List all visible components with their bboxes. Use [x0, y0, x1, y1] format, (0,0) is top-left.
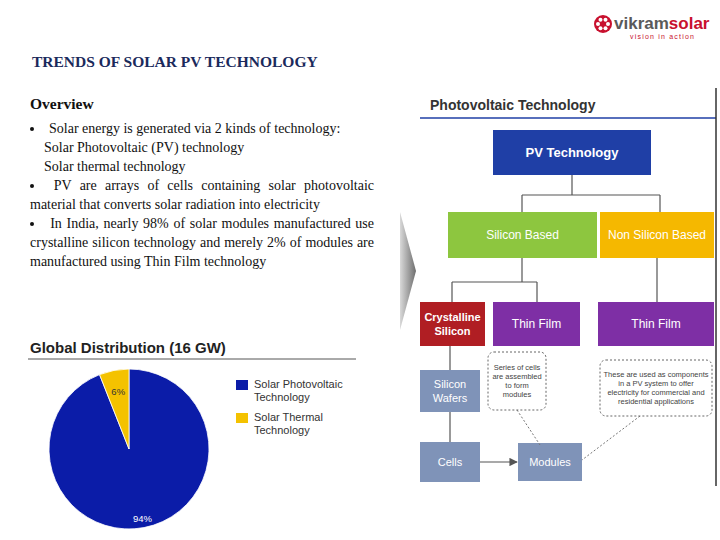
diagram-title: Photovoltaic Technology — [430, 97, 595, 113]
connector-arrow — [480, 461, 517, 462]
note-text: These are used as components in a PV sys… — [600, 360, 712, 416]
diagram-node-box — [518, 443, 582, 481]
note-box — [600, 360, 712, 416]
pie: 94% 6% — [49, 369, 209, 529]
logo-brand: vikram — [614, 14, 669, 33]
logo-petal — [604, 18, 608, 22]
overview-bullet: Solar energy is generated via 2 kinds of… — [30, 119, 374, 176]
legend-swatch — [236, 380, 248, 390]
overview-list: Solar energy is generated via 2 kinds of… — [30, 119, 374, 271]
logo-petal — [606, 22, 610, 26]
bullet-text: PV are arrays of cells containing solar … — [30, 178, 374, 212]
logo-icon — [594, 15, 612, 33]
connector — [521, 258, 522, 282]
diagram-node-box — [420, 370, 480, 412]
diagram-node-label: Crystalline Silicon — [420, 302, 485, 346]
connector — [449, 412, 450, 442]
diagram-node-label: PV Technology — [493, 130, 651, 175]
diagram-node-box — [493, 130, 651, 175]
panel-border — [715, 88, 717, 486]
note-connector — [517, 410, 540, 445]
data-label: 6% — [111, 386, 125, 397]
logo-text: vikramsolar — [614, 14, 709, 34]
chart-title-rule — [28, 359, 356, 360]
diagram-node-box — [448, 212, 597, 258]
connector — [449, 346, 450, 370]
note-text: Series of cells are assembled to form mo… — [488, 352, 546, 410]
diagram-node-label: Thin Film — [598, 302, 714, 346]
overview-bullet: In India, nearly 98% of solar modules ma… — [30, 214, 374, 271]
bullet-subitem: Solar thermal technology — [30, 157, 374, 176]
note-box — [488, 352, 546, 410]
divider-chevron — [400, 212, 416, 330]
connector — [521, 195, 522, 212]
bullet-subitem: Solar Photovoltaic (PV) technology — [30, 138, 374, 157]
logo-brand-accent: solar — [669, 14, 710, 33]
diagram-title-rule — [420, 117, 716, 119]
diagram-node-label: Silicon Based — [448, 212, 597, 258]
note-connector — [582, 416, 640, 460]
bullet-text: In India, nearly 98% of solar modules ma… — [30, 216, 374, 269]
connector — [522, 194, 660, 195]
slide-title: TRENDS OF SOLAR PV TECHNOLOGY — [32, 53, 318, 71]
diagram-node-box — [420, 442, 480, 482]
pie-slice — [49, 369, 209, 529]
canvas-svg: 94% 6% — [0, 0, 720, 540]
chart-title: Global Distribution (16 GW) — [30, 339, 226, 356]
logo-petal — [596, 22, 600, 26]
bullet-text: Solar energy is generated via 2 kinds of… — [49, 121, 340, 136]
legend-entry: Solar Thermal Technology — [254, 411, 366, 437]
logo-petal — [604, 26, 608, 30]
pie-slice — [100, 369, 129, 449]
diagram-node-box — [598, 302, 714, 346]
overview-heading: Overview — [30, 95, 94, 113]
connector — [571, 175, 572, 195]
legend-swatch — [236, 413, 248, 423]
diagram-node-label: Silicon Wafers — [420, 370, 480, 412]
diagram-node-box — [493, 302, 580, 346]
connector — [452, 281, 537, 282]
connector — [656, 258, 657, 302]
logo-flower — [594, 15, 612, 33]
connector — [451, 282, 452, 302]
logo-petal — [599, 18, 603, 22]
logo-tagline: vision in action — [630, 33, 695, 40]
slide: 94% 6% TRENDS OF SOLAR PV TECHNOLOGY vikram… — [0, 0, 720, 540]
diagram-node-box — [420, 302, 485, 346]
diagram-node-box — [600, 212, 714, 258]
legend-entry: Solar Photovoltaic Technology — [254, 378, 366, 404]
logo-petal — [599, 26, 603, 30]
overview-bullet: PV are arrays of cells containing solar … — [30, 176, 374, 214]
diagram-node-label: Modules — [518, 443, 582, 481]
diagram-node-label: Non Silicon Based — [600, 212, 714, 258]
connector — [536, 282, 537, 302]
diagram-node-label: Cells — [420, 442, 480, 482]
connector — [659, 195, 660, 212]
data-label: 94% — [133, 513, 153, 524]
diagram-node-label: Thin Film — [493, 302, 580, 346]
